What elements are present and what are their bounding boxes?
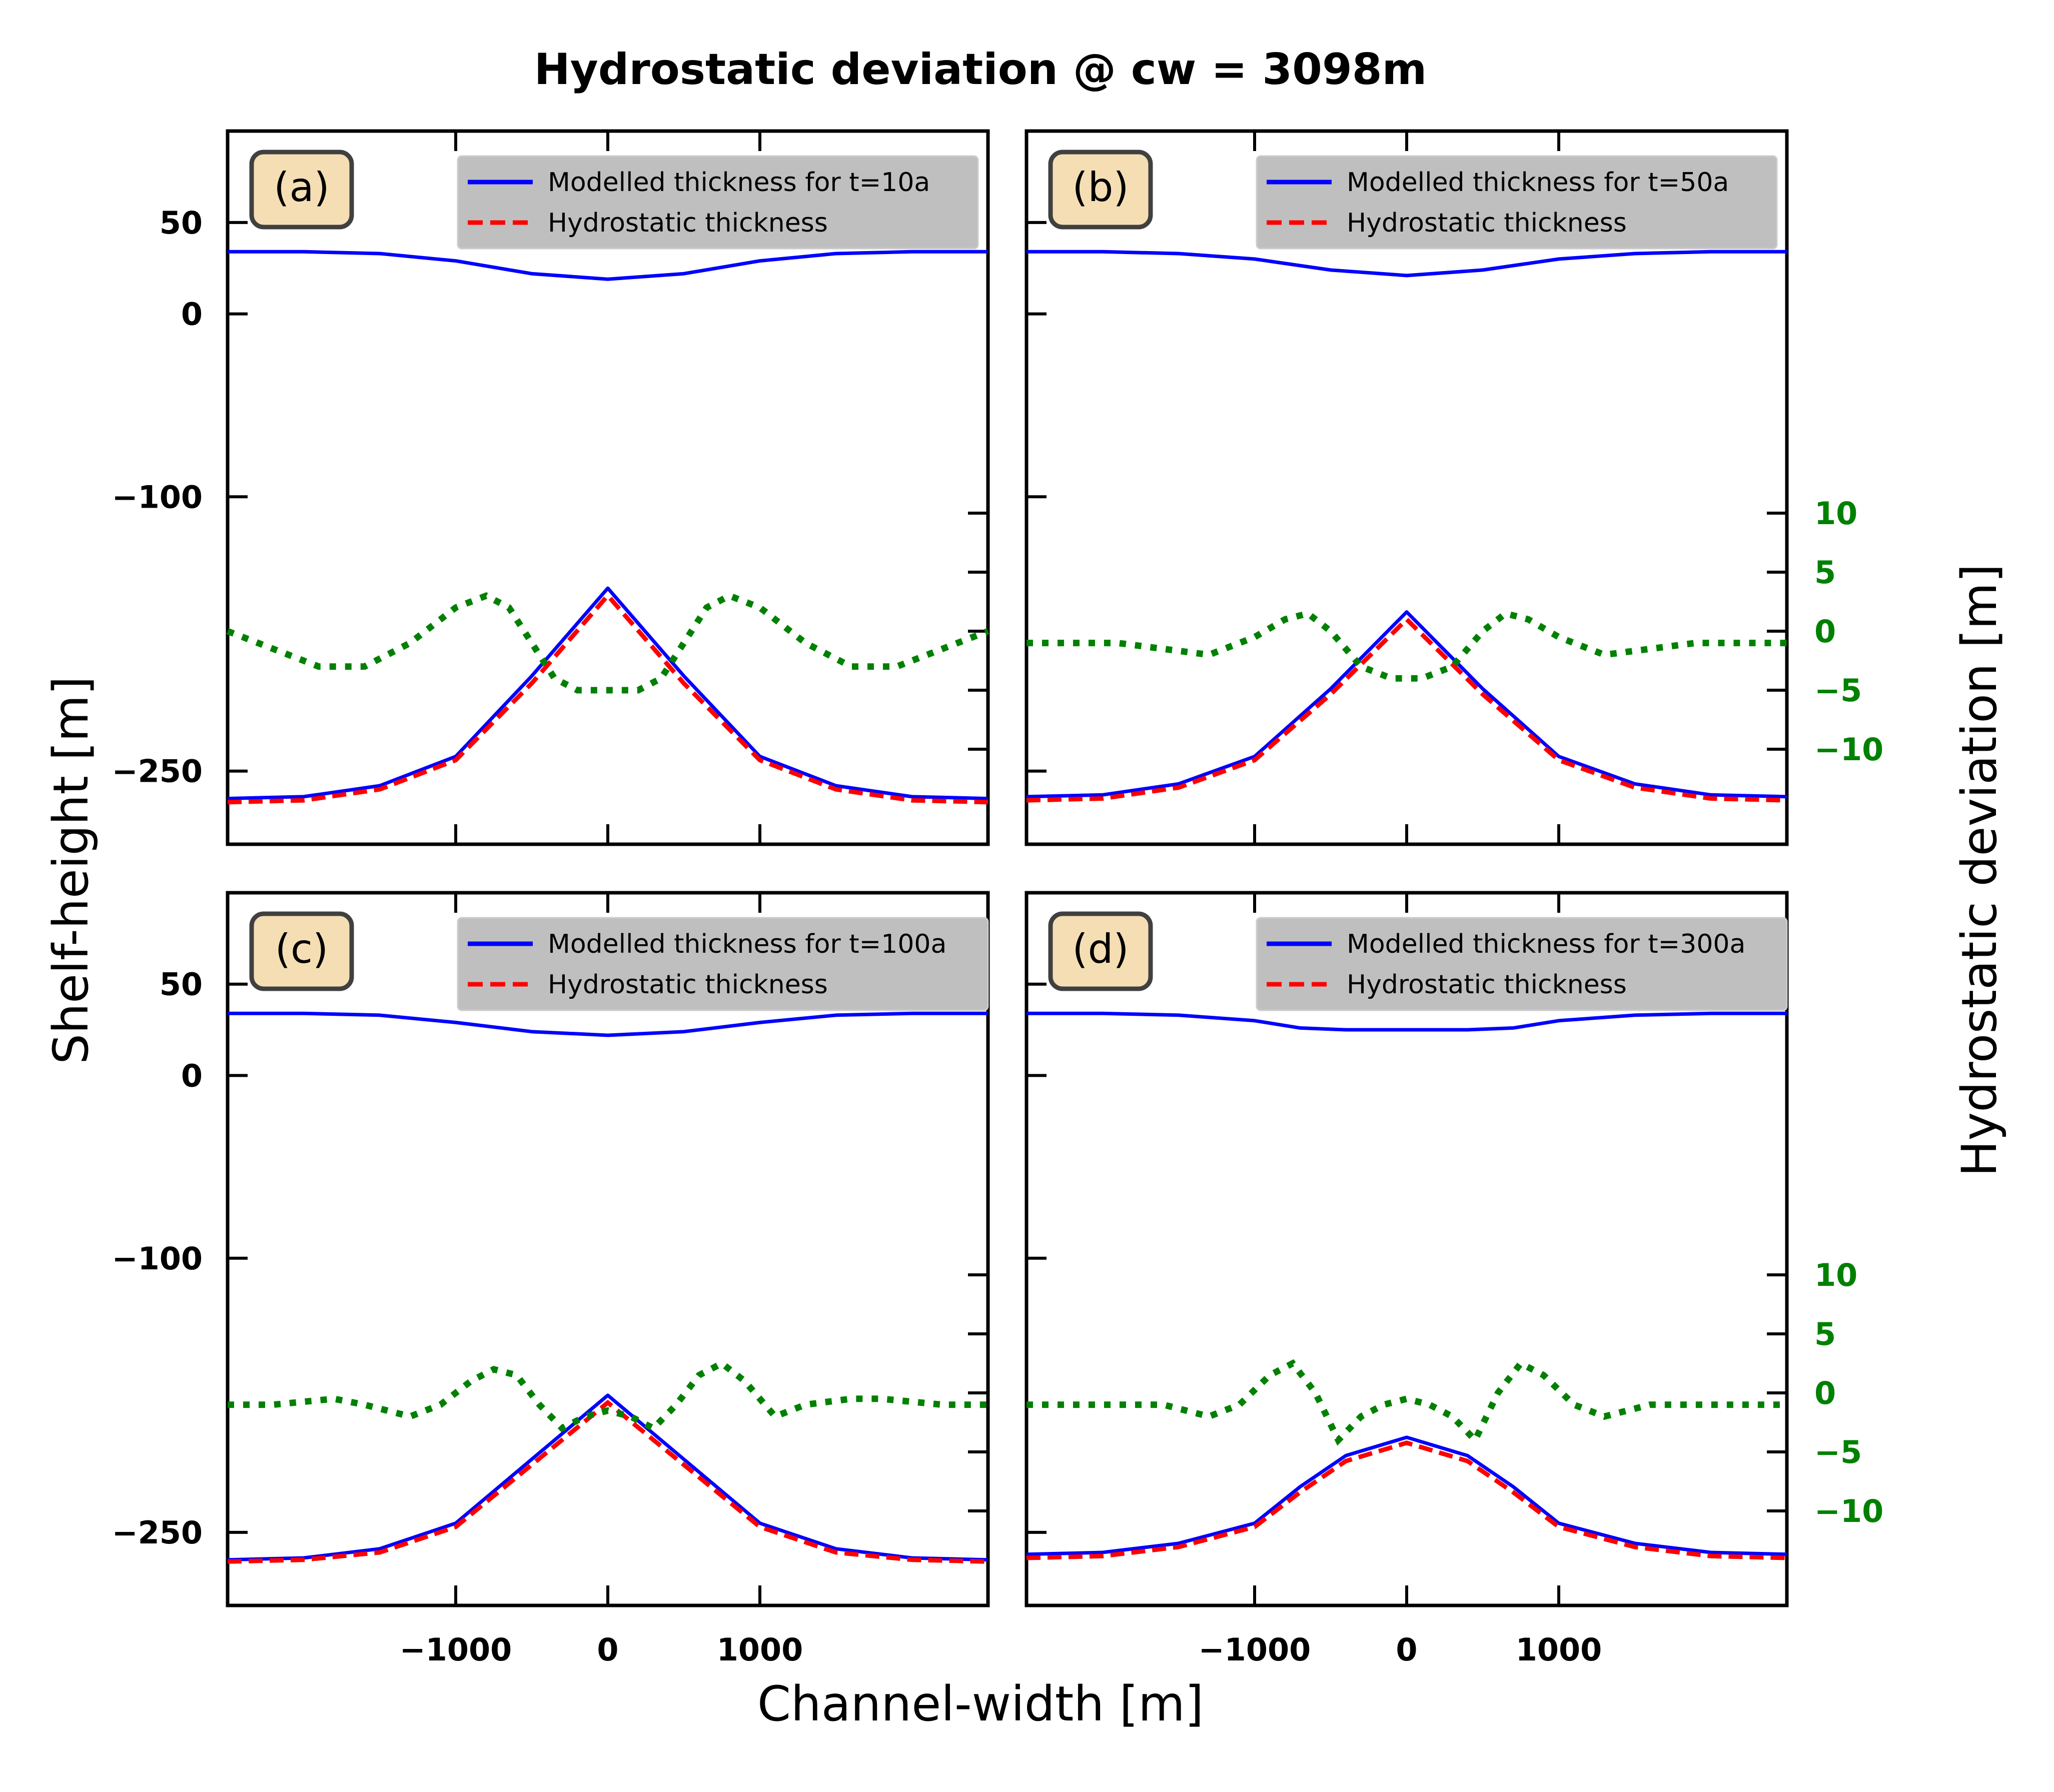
y-tick-label: −250 bbox=[112, 1514, 203, 1551]
panel-c: −1000 0 1000 50 0 −100 −250 (c) Modelled thickne… bbox=[112, 891, 990, 1668]
x-tick-label: 1000 bbox=[1516, 1631, 1602, 1668]
hydrostatic-line bbox=[227, 1399, 988, 1564]
hydrostatic-line bbox=[1026, 616, 1787, 803]
y-tick-label: −100 bbox=[112, 479, 203, 515]
panel-label-box bbox=[249, 911, 354, 991]
panel-label-box bbox=[1048, 911, 1153, 991]
y-tick-label: 0 bbox=[181, 1057, 203, 1094]
hydrostatic-line bbox=[227, 592, 988, 805]
y2-tick-label: −10 bbox=[1814, 1493, 1883, 1529]
panel-label: (b) bbox=[1072, 164, 1129, 211]
left-y-axis-label: Shelf-height [m] bbox=[43, 676, 99, 1064]
panel-a: 50 0 −100 −250 (a) Modelled thickness for t=1… bbox=[112, 129, 990, 846]
legend-label-hydrostatic: Hydrostatic thickness bbox=[1347, 208, 1627, 238]
modelled-top-line bbox=[1026, 1011, 1787, 1032]
y2-tick-label: 10 bbox=[1814, 495, 1857, 532]
panel-label: (d) bbox=[1072, 926, 1129, 972]
x-tick-label: 1000 bbox=[717, 1631, 803, 1668]
y2-tick-label: 0 bbox=[1814, 1375, 1836, 1411]
legend-label-hydrostatic: Hydrostatic thickness bbox=[548, 208, 828, 238]
modelled-bottom-line bbox=[1026, 1435, 1787, 1556]
x-tick-label: 0 bbox=[597, 1631, 618, 1668]
legend-label-hydrostatic: Hydrostatic thickness bbox=[1347, 970, 1627, 1000]
panels: 500−100−250(a) Modelled thickness for t=1… bbox=[112, 129, 1883, 1668]
legend-label-modelled: Modelled thickness for t=50a bbox=[1347, 168, 1729, 198]
modelled-top-line bbox=[228, 250, 988, 281]
panel-b: 10 5 0 −5 −10 (b) Modelled thickness for t=50a… bbox=[1024, 129, 1883, 846]
y2-tick-label: 5 bbox=[1814, 1316, 1836, 1352]
deviation-line bbox=[226, 592, 989, 694]
legend-label-modelled: Modelled thickness for t=10a bbox=[548, 168, 930, 198]
legend-box bbox=[457, 155, 979, 250]
y-tick-label: 50 bbox=[160, 966, 203, 1003]
deviation-line bbox=[228, 1359, 988, 1432]
y2-tick-label: −5 bbox=[1814, 672, 1862, 709]
modelled-bottom-line bbox=[1026, 610, 1787, 799]
hydrostatic-line bbox=[1026, 1440, 1787, 1560]
right-y-axis-label: Hydrostatic deviation [m] bbox=[1951, 564, 2007, 1176]
y2-tick-label: −10 bbox=[1814, 731, 1883, 768]
y-tick-label: −250 bbox=[112, 753, 203, 790]
legend-label-hydrostatic: Hydrostatic thickness bbox=[548, 970, 828, 1000]
panel-label-box bbox=[1048, 150, 1153, 230]
deviation-line bbox=[1026, 610, 1787, 682]
legend-label-modelled: Modelled thickness for t=300a bbox=[1347, 929, 1745, 959]
modelled-top-line bbox=[1026, 250, 1787, 278]
panel-label: (c) bbox=[275, 926, 328, 972]
x-tick-label: −1000 bbox=[400, 1631, 512, 1668]
modelled-bottom-line bbox=[227, 1393, 988, 1562]
y2-tick-label: 0 bbox=[1814, 613, 1836, 650]
y2-tick-label: −5 bbox=[1814, 1434, 1862, 1470]
panel-label-box bbox=[249, 150, 354, 230]
legend-box bbox=[1256, 155, 1778, 250]
figure-title: Hydrostatic deviation @ cw = 3098m bbox=[534, 45, 1427, 95]
y-tick-label: −100 bbox=[112, 1240, 203, 1277]
y-tick-label: 0 bbox=[181, 296, 203, 333]
y2-tick-label: 5 bbox=[1814, 554, 1836, 591]
x-axis-label: Channel-width [m] bbox=[757, 1676, 1204, 1732]
x-tick-label: 0 bbox=[1396, 1631, 1417, 1668]
legend-label-modelled: Modelled thickness for t=100a bbox=[548, 929, 946, 959]
modelled-bottom-line bbox=[227, 586, 988, 801]
legend-box bbox=[457, 917, 989, 1011]
modelled-top-line bbox=[228, 1011, 988, 1037]
deviation-line bbox=[1026, 1359, 1787, 1446]
x-tick-label: −1000 bbox=[1199, 1631, 1311, 1668]
y-tick-label: 50 bbox=[160, 205, 203, 241]
legend-box bbox=[1256, 917, 1788, 1011]
panel-d: −1000 0 1000 10 5 0 −5 −10 (d) Modelled thickness… bbox=[1024, 891, 1883, 1668]
y2-tick-label: 10 bbox=[1814, 1257, 1857, 1293]
panel-label: (a) bbox=[274, 164, 329, 211]
